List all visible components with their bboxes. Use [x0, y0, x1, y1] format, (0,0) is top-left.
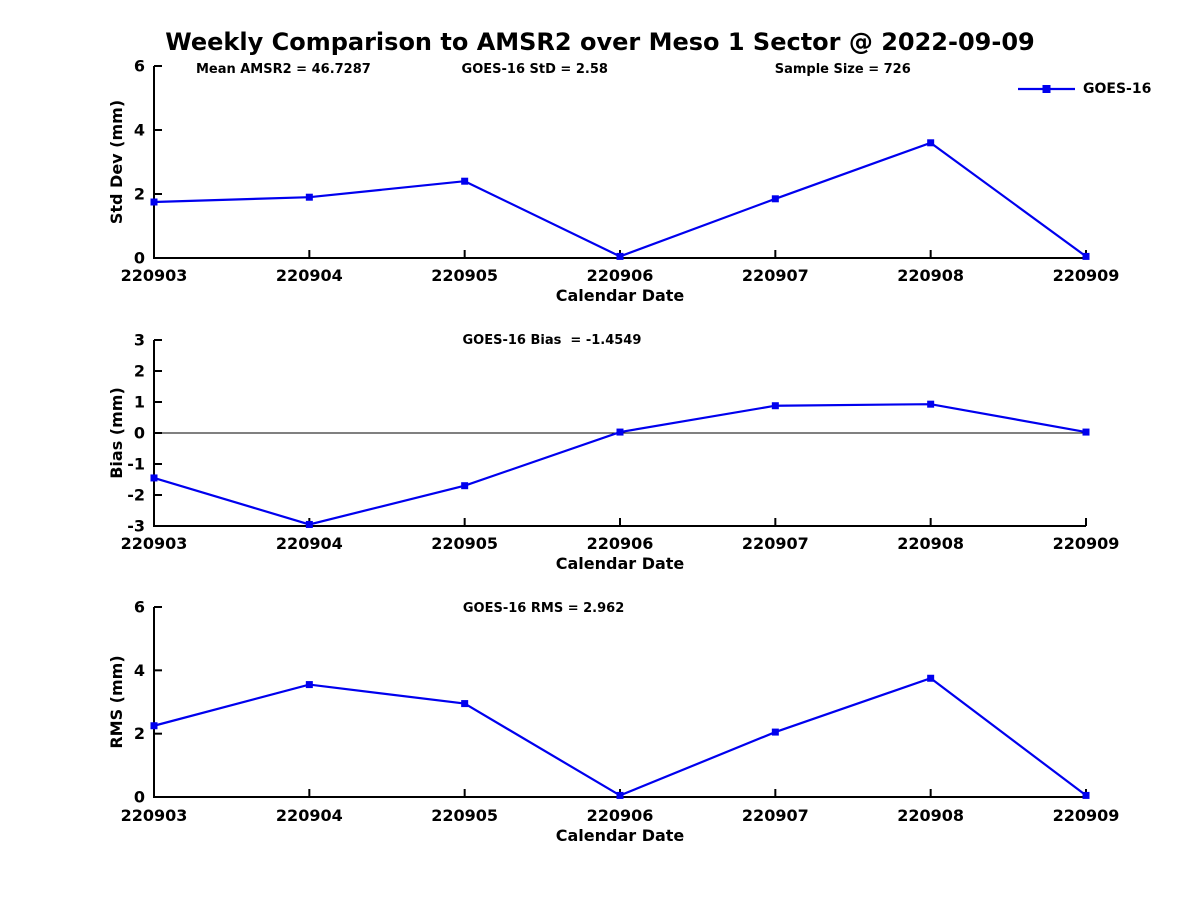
annotation: GOES-16 RMS = 2.962	[463, 601, 624, 616]
data-point-marker	[771, 195, 779, 203]
data-point-marker	[616, 252, 624, 260]
data-point-marker	[616, 428, 624, 436]
annotation: GOES-16 StD = 2.58	[462, 62, 608, 77]
y-tick-label: 2	[134, 362, 145, 381]
y-tick-label: 0	[134, 249, 145, 268]
x-tick-label: 220908	[897, 266, 964, 285]
figure-title: Weekly Comparison to AMSR2 over Meso 1 S…	[165, 28, 1035, 56]
x-axis-title: Calendar Date	[556, 286, 685, 305]
x-axis-title: Calendar Date	[556, 826, 685, 845]
data-point-marker	[461, 482, 469, 490]
series-line	[153, 677, 1087, 797]
y-tick-label: 3	[134, 331, 145, 350]
y-axis-title: Bias (mm)	[107, 387, 126, 479]
data-point-marker	[150, 198, 158, 206]
y-tick-label: 4	[134, 661, 145, 680]
x-tick-label: 220903	[121, 534, 188, 553]
y-tick-label: 2	[134, 724, 145, 743]
x-tick-label: 220907	[742, 266, 809, 285]
y-tick-label: -2	[127, 486, 145, 505]
y-tick-label: 0	[134, 424, 145, 443]
y-tick-label: 4	[134, 121, 145, 140]
data-point-marker	[461, 700, 469, 708]
x-tick-label: 220904	[276, 534, 343, 553]
legend-marker	[1042, 85, 1051, 93]
y-axis-title: RMS (mm)	[107, 655, 126, 748]
data-point-marker	[1082, 791, 1090, 799]
series-line	[153, 403, 1087, 526]
y-tick-label: -3	[127, 517, 145, 536]
chart-std-dev-mm: 0 2 4 6 220903 220904 220905 220906 220907 220908…	[107, 57, 1151, 306]
y-tick-label: 6	[134, 57, 145, 76]
data-point-marker	[150, 474, 158, 482]
y-axis-title: Std Dev (mm)	[107, 100, 126, 224]
x-tick-label: 220909	[1053, 806, 1120, 825]
data-point-marker	[927, 139, 935, 147]
y-tick-label: 0	[134, 788, 145, 807]
data-point-marker	[771, 402, 779, 410]
data-point-marker	[1082, 252, 1090, 260]
x-tick-label: 220906	[587, 534, 654, 553]
x-tick-label: 220909	[1053, 534, 1120, 553]
data-point-marker	[927, 674, 935, 682]
data-point-marker	[305, 520, 313, 528]
data-point-marker	[1082, 428, 1090, 436]
chart-bias-mm: -3 -2 -1 0 1 2 3 220903 220904 220905 220906 220907…	[107, 331, 1119, 574]
x-tick-label: 220904	[276, 806, 343, 825]
x-tick-label: 220907	[742, 806, 809, 825]
annotation: GOES-16 Bias = -1.4549	[463, 333, 642, 348]
data-point-marker	[150, 722, 158, 730]
y-tick-label: -1	[127, 455, 145, 474]
x-tick-label: 220904	[276, 266, 343, 285]
x-tick-label: 220905	[431, 266, 498, 285]
data-point-marker	[461, 177, 469, 185]
chart-rms-mm: 0 2 4 6 220903 220904 220905 220906 220907 220908…	[107, 598, 1119, 846]
y-tick-label: 1	[134, 393, 145, 412]
x-tick-label: 220906	[587, 806, 654, 825]
y-tick-label: 6	[134, 598, 145, 617]
annotation: Sample Size = 726	[775, 62, 911, 77]
legend: GOES-16	[1018, 81, 1151, 97]
data-point-marker	[616, 791, 624, 799]
data-point-marker	[305, 681, 313, 689]
x-tick-label: 220905	[431, 534, 498, 553]
x-axis-title: Calendar Date	[556, 554, 685, 573]
x-tick-label: 220903	[121, 806, 188, 825]
data-point-marker	[305, 193, 313, 201]
annotation: Mean AMSR2 = 46.7287	[196, 62, 371, 77]
x-tick-label: 220903	[121, 266, 188, 285]
y-tick-label: 2	[134, 185, 145, 204]
x-tick-label: 220908	[897, 534, 964, 553]
x-tick-label: 220905	[431, 806, 498, 825]
x-tick-label: 220907	[742, 534, 809, 553]
x-tick-label: 220908	[897, 806, 964, 825]
data-point-marker	[771, 728, 779, 736]
series-line	[153, 141, 1087, 258]
x-tick-label: 220906	[587, 266, 654, 285]
legend-label: GOES-16	[1083, 81, 1151, 97]
data-point-marker	[927, 400, 935, 408]
x-tick-label: 220909	[1053, 266, 1120, 285]
